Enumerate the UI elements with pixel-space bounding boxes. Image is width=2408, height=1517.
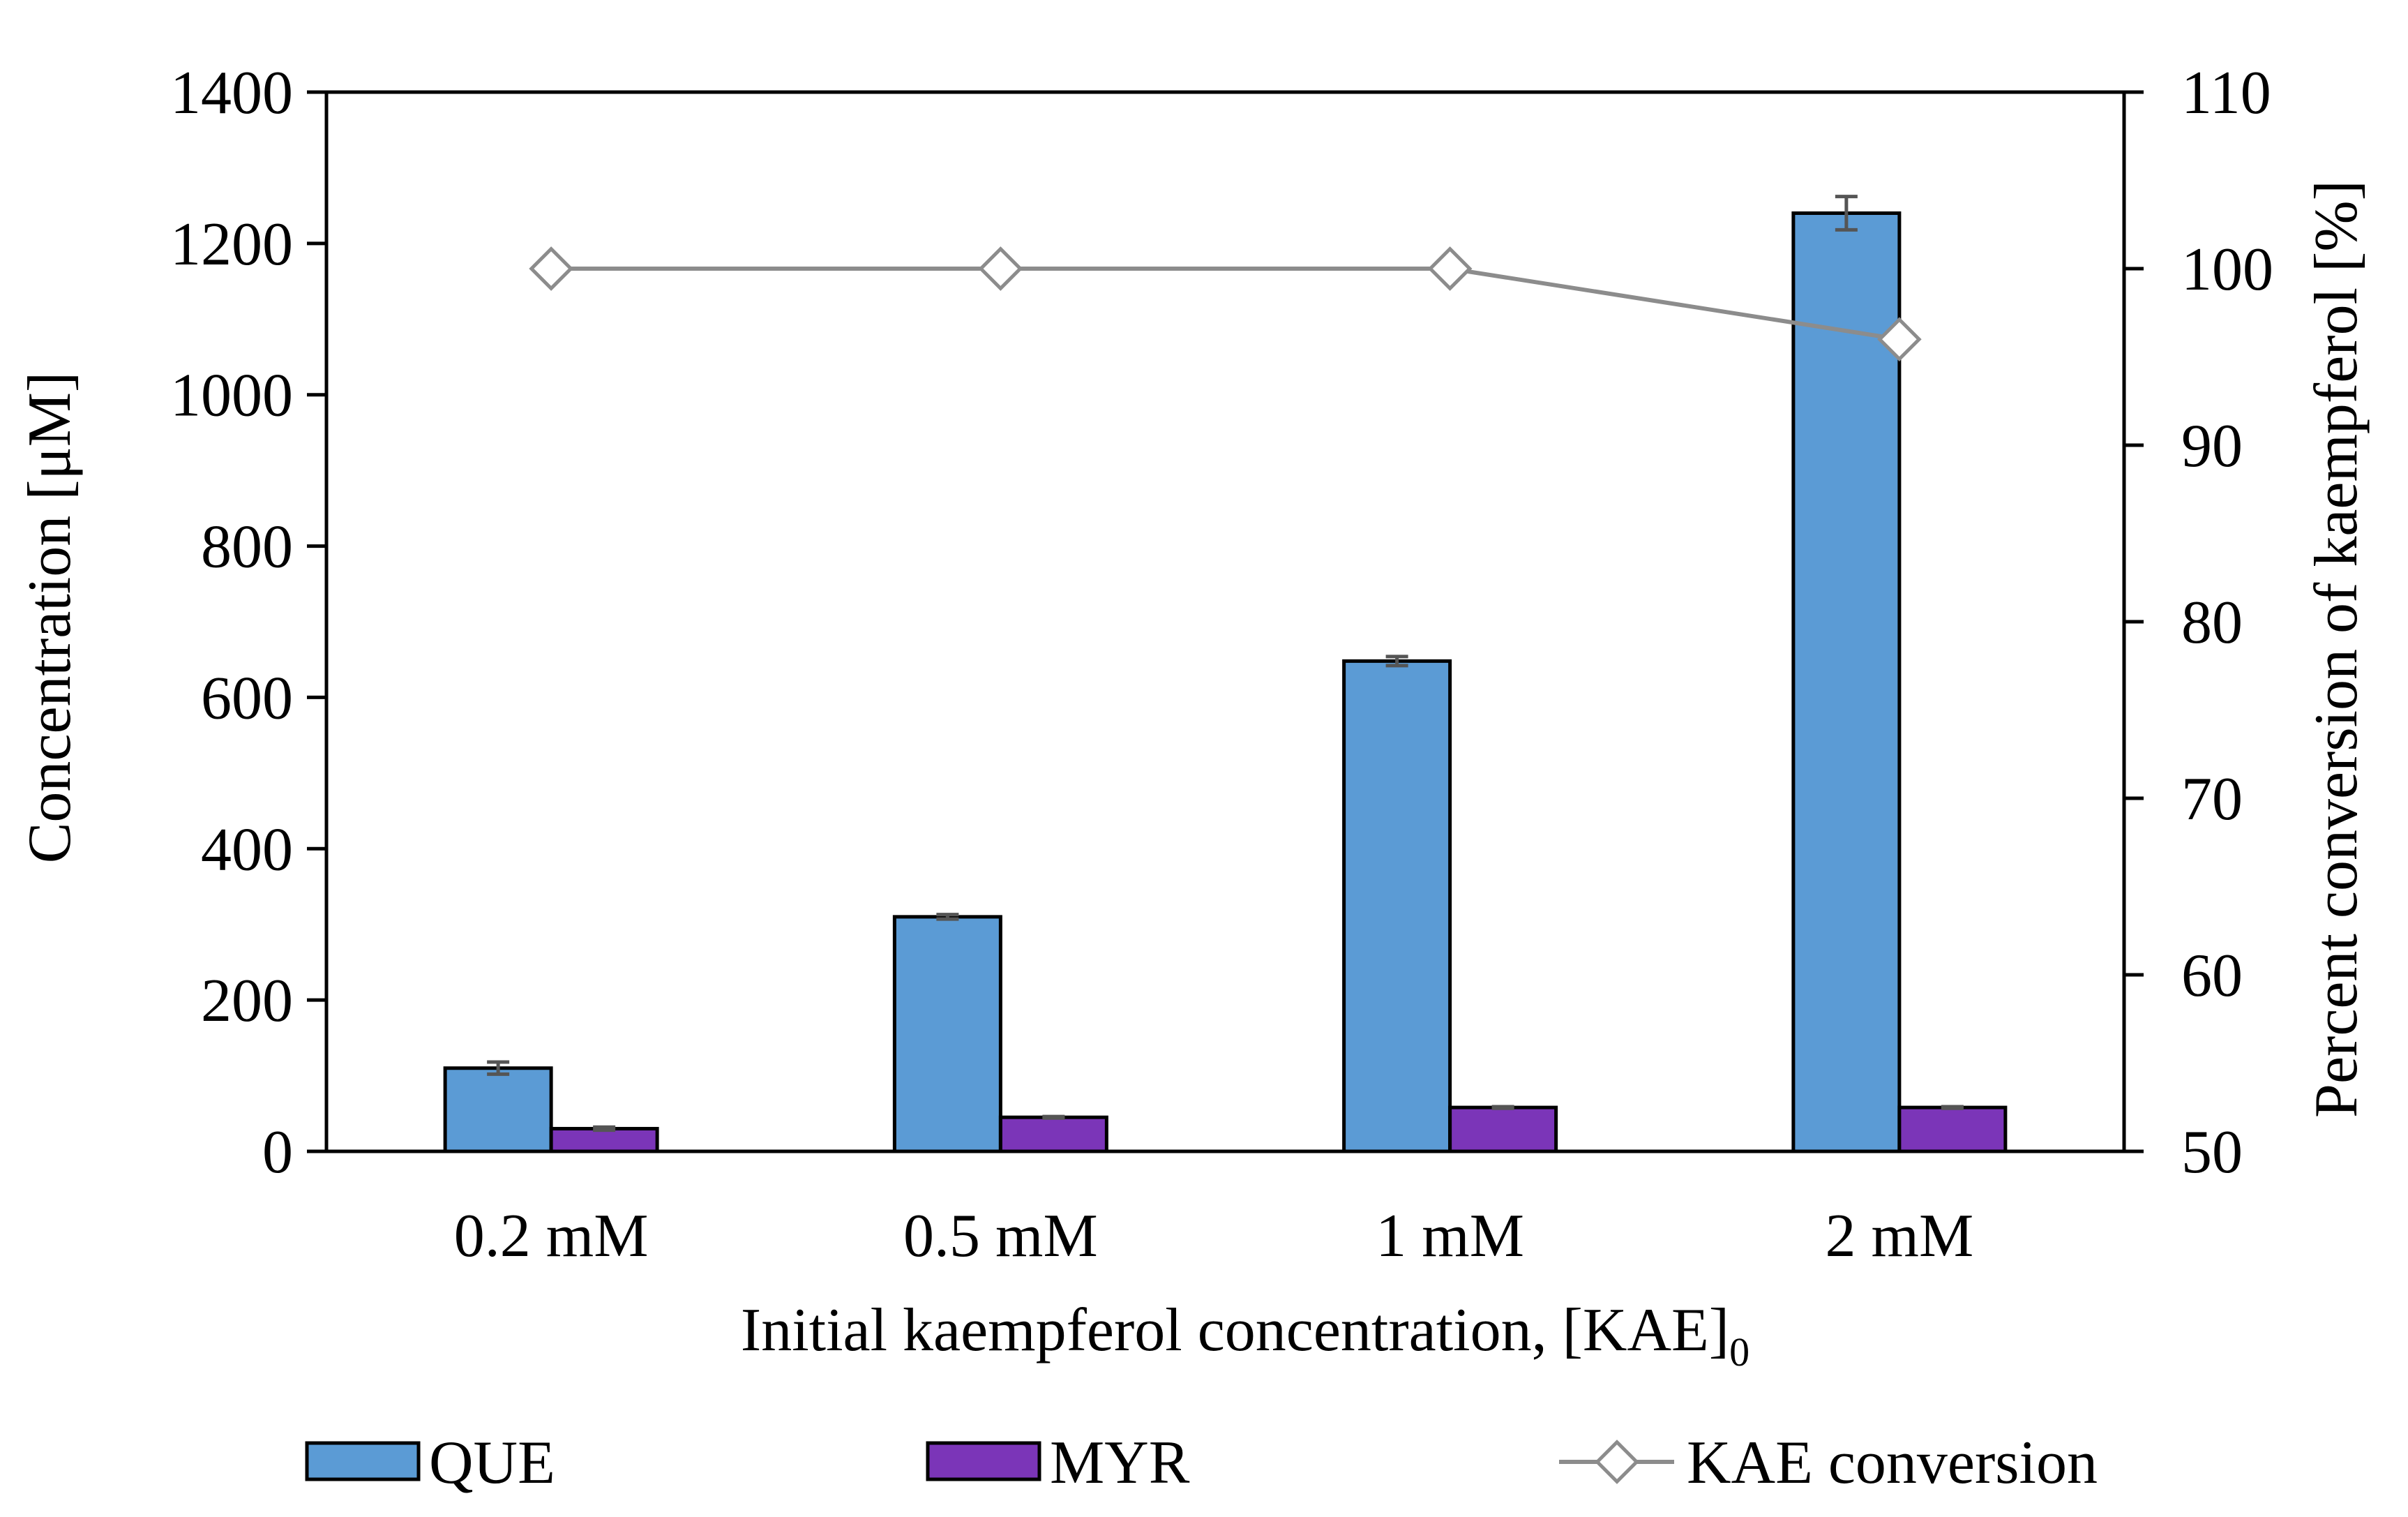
- y-axis-title: Concentration [μM]: [16, 372, 84, 864]
- bar-que: [1342, 659, 1452, 1153]
- y-tick-label: 1200: [170, 211, 293, 278]
- legend-swatch-que: [305, 1441, 421, 1481]
- bar-que: [443, 1066, 553, 1153]
- y2-axis-title: Percent conversion of kaempferol [%]: [2303, 180, 2370, 1118]
- point-kae-conversion: [529, 246, 573, 291]
- bar-myr: [1897, 1105, 2008, 1153]
- bar-myr: [549, 1126, 659, 1153]
- y-tick-label: 1000: [170, 362, 293, 430]
- legend-label-kae: KAE conversion: [1687, 1429, 2098, 1497]
- y2-tick-label: 50: [2181, 1119, 2243, 1186]
- bar-que: [1791, 211, 1902, 1153]
- line-kae-conversion: [551, 267, 1900, 342]
- point-kae-conversion: [978, 246, 1023, 291]
- y2-tick-label: 70: [2181, 765, 2243, 833]
- legend-swatch-myr: [926, 1441, 1041, 1481]
- y2-tick-label: 100: [2181, 236, 2273, 304]
- point-kae-conversion: [1427, 246, 1473, 291]
- y2-tick-label: 110: [2181, 59, 2271, 127]
- point-kae-conversion: [1877, 317, 1922, 362]
- y-tick-label: 200: [201, 967, 293, 1035]
- legend: QUE MYR KAE conversion: [305, 1429, 2098, 1497]
- x-tick-label: 2 mM: [1826, 1202, 1974, 1270]
- y-tick-label: 1400: [170, 59, 293, 127]
- y-tick-label: 800: [201, 514, 293, 581]
- x-tick-label: 0.5 mM: [903, 1202, 1098, 1270]
- bar-myr: [1448, 1105, 1558, 1153]
- legend-label-que: QUE: [429, 1429, 555, 1497]
- bar-que: [892, 915, 1002, 1153]
- x-axis-title-main: Initial kaempferol concentration, [KAE]: [741, 1296, 1729, 1364]
- bar-myr: [998, 1115, 1108, 1153]
- y2-tick-label: 60: [2181, 942, 2243, 1010]
- y-tick-label: 0: [262, 1119, 293, 1186]
- plot-area: 0 200 400 600 800 1000 1200 1400 50 60 70 80 90 100 11…: [170, 59, 2273, 1270]
- legend-marker-kae: [1595, 1440, 1639, 1484]
- y-tick-label: 400: [201, 816, 293, 883]
- y-tick-label: 600: [201, 664, 293, 732]
- x-tick-label: 1 mM: [1376, 1202, 1524, 1270]
- legend-label-myr: MYR: [1050, 1429, 1190, 1497]
- y2-tick-label: 80: [2181, 589, 2243, 657]
- x-axis-title-subscript: 0: [1729, 1329, 1749, 1375]
- x-axis-title: Initial kaempferol concentration, [KAE]0: [741, 1296, 1749, 1375]
- x-tick-label: 0.2 mM: [454, 1202, 649, 1270]
- y2-tick-label: 90: [2181, 412, 2243, 480]
